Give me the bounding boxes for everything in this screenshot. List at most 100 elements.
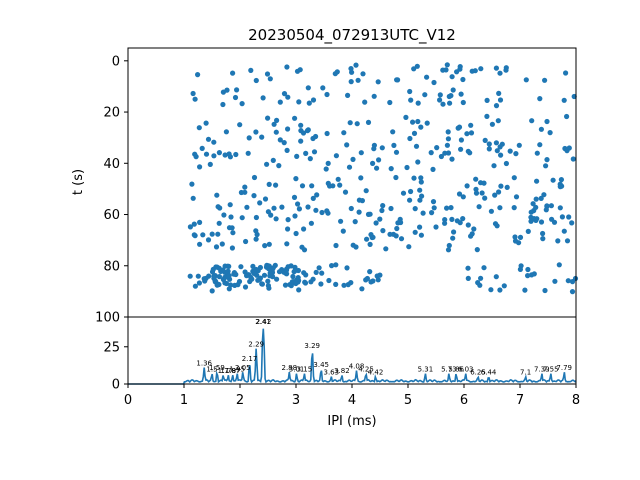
raster-point (230, 70, 236, 76)
raster-point (517, 234, 524, 240)
raster-point (294, 153, 300, 159)
peak-label: 5.73 (441, 366, 457, 374)
raster-point (217, 205, 223, 211)
raster-point (493, 140, 499, 146)
raster-point (559, 214, 566, 220)
raster-point (303, 150, 309, 156)
raster-point (310, 195, 316, 201)
raster-point (203, 275, 209, 281)
raster-point (529, 272, 535, 278)
raster-point (219, 241, 225, 247)
raster-point (276, 163, 282, 169)
raster-point (265, 278, 271, 284)
raster-point (195, 72, 201, 78)
raster-point (233, 151, 239, 158)
raster-point (251, 193, 257, 199)
raster-point (419, 193, 425, 199)
raster-point (442, 150, 448, 156)
raster-point (417, 197, 423, 203)
raster-point (566, 145, 572, 151)
raster-point (211, 153, 217, 159)
raster-point (497, 97, 504, 103)
raster-point (511, 175, 517, 181)
raster-point (390, 129, 396, 135)
raster-point (210, 266, 216, 272)
raster-point (345, 92, 351, 98)
raster-point (418, 179, 424, 185)
raster-point (492, 192, 498, 198)
raster-point (192, 96, 198, 102)
raster-point (324, 91, 330, 98)
ipi-histogram-plot: 1.361.51.591.71.791.871.952.052.17 2.29 2.… (103, 316, 580, 408)
raster-point (473, 176, 479, 182)
raster-y-tick-label: 60 (103, 208, 120, 223)
raster-point (360, 71, 366, 77)
raster-point (244, 204, 250, 210)
raster-point (262, 196, 269, 202)
raster-point (214, 282, 220, 288)
raster-point (413, 143, 420, 149)
raster-point (356, 209, 362, 215)
raster-point (528, 209, 534, 215)
raster-point (446, 242, 452, 249)
raster-point (274, 276, 280, 282)
raster-point (301, 270, 307, 276)
raster-point (296, 287, 302, 293)
raster-point (542, 287, 548, 294)
raster-point (393, 233, 399, 239)
raster-point (407, 197, 413, 203)
raster-point (456, 124, 463, 130)
raster-point (337, 182, 343, 188)
raster-point (268, 212, 274, 218)
raster-point (503, 67, 509, 73)
raster-point (342, 189, 349, 195)
raster-point (464, 183, 470, 189)
raster-point (484, 113, 490, 119)
raster-point (222, 152, 228, 158)
raster-point (285, 226, 291, 232)
raster-point (512, 238, 519, 244)
raster-point (488, 208, 494, 214)
raster-point (467, 150, 473, 156)
raster-point (251, 174, 258, 181)
peak-label: 3.29 (304, 342, 320, 350)
raster-point (486, 141, 492, 147)
raster-point (253, 214, 259, 221)
raster-point (544, 118, 550, 125)
raster-point (253, 129, 259, 135)
raster-point (352, 219, 358, 225)
raster-point (220, 101, 226, 108)
raster-point (371, 146, 377, 152)
raster-point (555, 238, 561, 244)
peak-label: 1.5 (206, 366, 217, 374)
raster-point (329, 263, 335, 269)
raster-point (397, 218, 403, 225)
raster-point (223, 280, 230, 287)
raster-point (486, 146, 492, 152)
raster-point (205, 136, 212, 142)
peak-label: 3.01 (289, 366, 305, 374)
peak-label: 4.42 (368, 369, 384, 377)
raster-point (458, 146, 464, 152)
raster-point (310, 97, 317, 103)
raster-point (445, 136, 451, 142)
raster-point (393, 174, 399, 181)
raster-point (407, 135, 413, 142)
raster-point (540, 230, 546, 237)
raster-point (367, 269, 373, 275)
raster-point (395, 77, 401, 83)
peak-label: 1.59 (209, 364, 225, 372)
raster-point (406, 244, 412, 250)
hist-x-tick-label: 5 (404, 393, 412, 408)
raster-point (464, 131, 470, 137)
raster-point (310, 276, 316, 282)
raster-point (196, 280, 202, 286)
raster-point (368, 232, 374, 238)
raster-point (271, 205, 277, 211)
raster-point (411, 130, 418, 136)
raster-point (484, 97, 490, 103)
raster-plot: 0 20 40 60 80 100 (95, 47, 579, 326)
hist-x-tick-label: 3 (292, 393, 300, 408)
raster-point (548, 203, 555, 209)
raster-point (513, 151, 519, 157)
